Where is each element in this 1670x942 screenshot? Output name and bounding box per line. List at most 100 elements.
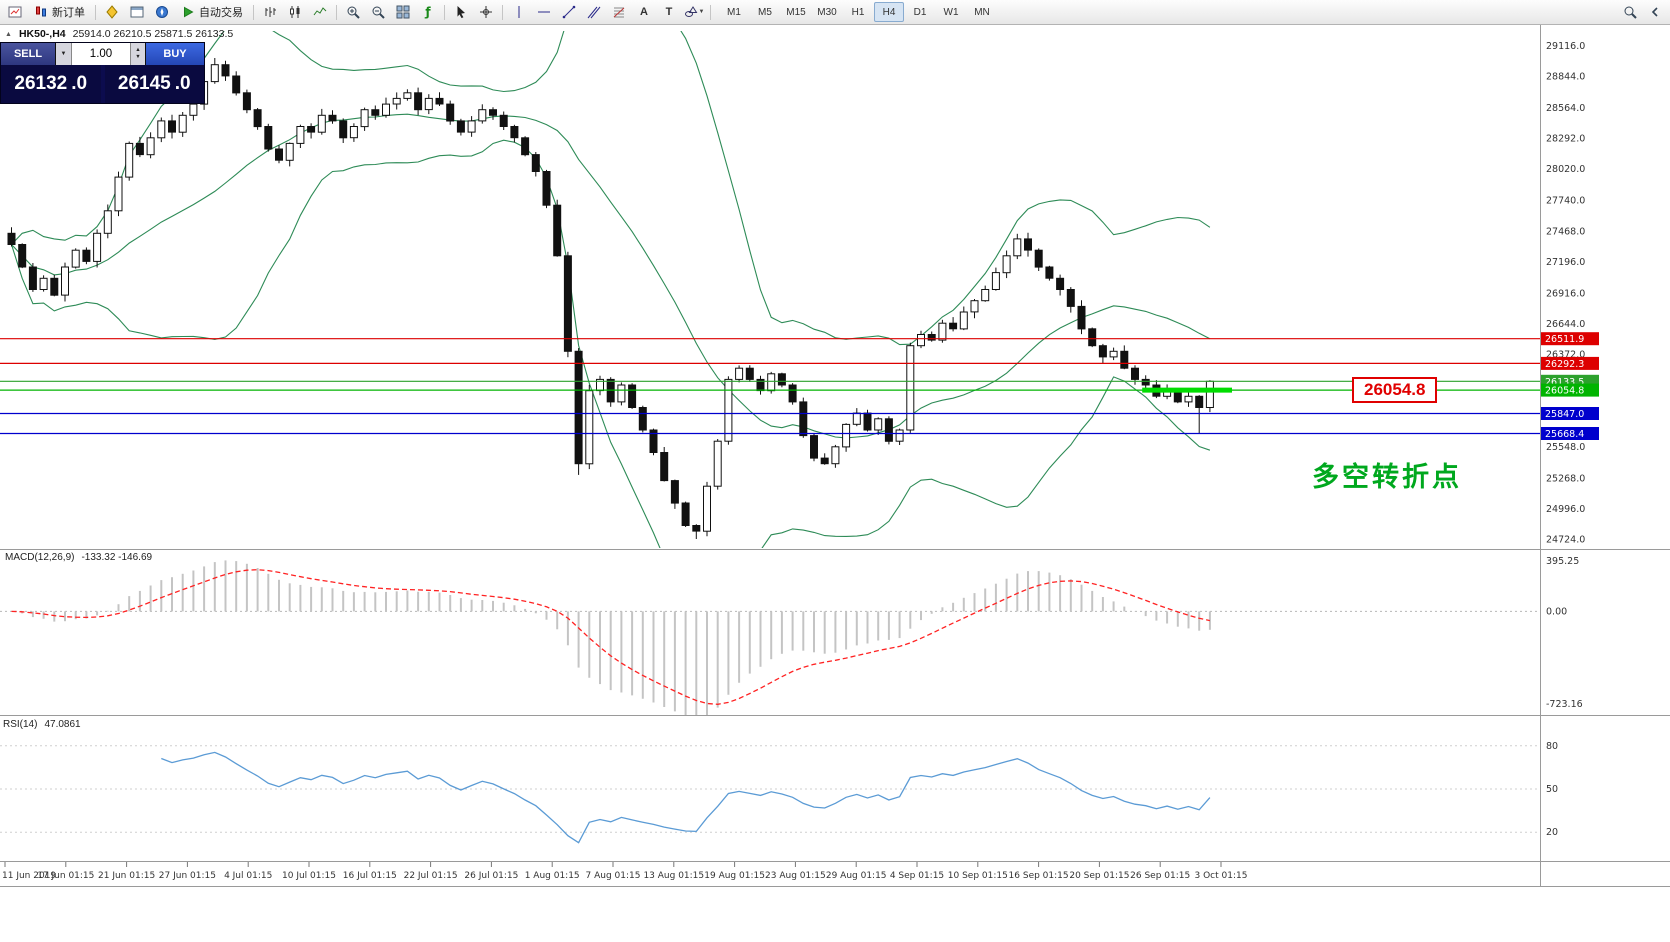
new-chart-button[interactable] (3, 1, 27, 23)
crosshair-button[interactable] (474, 1, 498, 23)
navigator-button[interactable] (150, 1, 174, 23)
buy-price-main: 26145 (117, 73, 171, 94)
autotrading-label: 自动交易 (199, 7, 243, 19)
search-button[interactable] (1618, 1, 1642, 23)
data-window-icon (130, 5, 144, 19)
svg-text:27 Jun 01:15: 27 Jun 01:15 (159, 871, 216, 881)
timeframe-button-mn[interactable]: MN (974, 6, 990, 18)
lot-stepper[interactable]: ▲ ▼ (130, 43, 146, 65)
svg-text:20: 20 (1546, 827, 1558, 838)
tile-windows-button[interactable] (391, 1, 415, 23)
symbol-name: HK50-,H4 (18, 28, 66, 40)
sell-price-frac: .0 (71, 73, 88, 94)
order-type-dropdown[interactable]: ▼ (56, 43, 72, 65)
buy-price-frac: .0 (174, 73, 191, 94)
svg-text:26292.3: 26292.3 (1545, 359, 1584, 370)
cursor-button[interactable] (449, 1, 473, 23)
timeframe-button-m5[interactable]: M5 (758, 6, 772, 18)
buy-button[interactable]: BUY (146, 43, 204, 65)
search-icon (1623, 5, 1637, 19)
toolbar-separator (502, 4, 503, 20)
bar-chart-button[interactable] (258, 1, 282, 23)
svg-text:16 Jul 01:15: 16 Jul 01:15 (343, 871, 397, 881)
sell-price-main: 26132 (14, 73, 68, 94)
collapse-quote-icon[interactable]: ▲ (5, 30, 12, 38)
svg-text:26511.9: 26511.9 (1545, 334, 1584, 345)
spin-down-icon[interactable]: ▼ (135, 54, 141, 60)
svg-text:26916.0: 26916.0 (1546, 288, 1585, 299)
svg-text:21 Jun 01:15: 21 Jun 01:15 (98, 871, 155, 881)
timeframe-button-w1[interactable]: W1 (943, 6, 959, 18)
tile-windows-icon (396, 5, 410, 19)
svg-text:16 Sep 01:15: 16 Sep 01:15 (1009, 871, 1069, 881)
timeframe-button-m15[interactable]: M15 (786, 6, 806, 18)
zoom-out-icon (371, 5, 385, 19)
svg-text:11 Jun 2019: 11 Jun 2019 (2, 871, 56, 881)
svg-text:20 Sep 01:15: 20 Sep 01:15 (1069, 871, 1129, 881)
toolbar-separator (710, 4, 711, 20)
new-order-button[interactable]: 新订单 (28, 1, 91, 23)
svg-text:24724.0: 24724.0 (1546, 535, 1585, 546)
line-chart-button[interactable] (308, 1, 332, 23)
svg-text:17 Jun 01:15: 17 Jun 01:15 (37, 871, 94, 881)
label-tool-button[interactable]: T (657, 1, 681, 23)
zoom-in-button[interactable] (341, 1, 365, 23)
new-order-icon (34, 5, 48, 19)
candle-chart-button[interactable] (283, 1, 307, 23)
svg-text:1 Aug 01:15: 1 Aug 01:15 (525, 871, 580, 881)
data-window-button[interactable] (125, 1, 149, 23)
indicators-button[interactable]: ƒ (416, 1, 440, 23)
svg-text:25268.0: 25268.0 (1546, 474, 1585, 485)
shapes-icon (684, 5, 698, 19)
chart-canvas[interactable]: 29116.0 28844.0 28564.0 28292.0 28020.0 27740… (0, 25, 1670, 942)
svg-text:80: 80 (1546, 741, 1558, 752)
svg-text:28292.0: 28292.0 (1546, 134, 1585, 145)
svg-text:28564.0: 28564.0 (1546, 103, 1585, 114)
trendline-icon (562, 5, 576, 19)
zoom-out-button[interactable] (366, 1, 390, 23)
new-order-label: 新订单 (52, 7, 85, 19)
fibonacci-tool-button[interactable] (607, 1, 631, 23)
turning-point-annotation: 多空转折点 (1312, 462, 1462, 492)
spin-up-icon[interactable]: ▲ (135, 47, 141, 54)
toolbar-separator (253, 4, 254, 20)
crosshair-icon (479, 5, 493, 19)
price-annotation-box[interactable]: 26054.8 (1352, 377, 1438, 403)
svg-text:19 Aug 01:15: 19 Aug 01:15 (704, 871, 765, 881)
svg-text:10 Jul 01:15: 10 Jul 01:15 (282, 871, 336, 881)
macd-values: -133.32 -146.69 (81, 552, 153, 563)
timeframe-button-d1[interactable]: D1 (913, 6, 927, 18)
market-watch-button[interactable] (100, 1, 124, 23)
timeframe-button-h1[interactable]: H1 (851, 6, 865, 18)
zoom-in-icon (346, 5, 360, 19)
sell-price[interactable]: 26132 .0 (1, 65, 101, 103)
autotrading-play-icon (181, 5, 195, 19)
new-chart-icon (8, 5, 22, 19)
channel-tool-button[interactable] (582, 1, 606, 23)
svg-text:28020.0: 28020.0 (1546, 164, 1585, 175)
text-tool-button[interactable]: A (632, 1, 656, 23)
svg-text:28844.0: 28844.0 (1546, 72, 1585, 83)
timeframe-button-m1[interactable]: M1 (727, 6, 741, 18)
svg-text:26 Jul 01:15: 26 Jul 01:15 (464, 871, 518, 881)
back-button[interactable] (1643, 1, 1667, 23)
buy-price[interactable]: 26145 .0 (105, 65, 205, 103)
main-toolbar: 新订单 自动交易 (0, 0, 1670, 25)
sell-button[interactable]: SELL (1, 43, 56, 65)
svg-text:3 Oct 01:15: 3 Oct 01:15 (1195, 871, 1248, 881)
horizontal-line-tool-button[interactable] (532, 1, 556, 23)
svg-text:0.00: 0.00 (1546, 606, 1567, 617)
lot-size-input[interactable]: 1.00 (72, 43, 130, 65)
chart-window: 29116.0 28844.0 28564.0 28292.0 28020.0 27740… (0, 25, 1670, 942)
svg-text:4 Jul 01:15: 4 Jul 01:15 (224, 871, 272, 881)
trendline-tool-button[interactable] (557, 1, 581, 23)
toolbar-separator (444, 4, 445, 20)
candle-chart-icon (288, 5, 302, 19)
svg-text:26372.0: 26372.0 (1546, 350, 1585, 361)
timeframe-button-m30[interactable]: M30 (817, 6, 837, 18)
vertical-line-tool-button[interactable] (507, 1, 531, 23)
shapes-tool-button[interactable]: ▼ (682, 1, 706, 23)
autotrading-button[interactable]: 自动交易 (175, 1, 249, 23)
text-tool-icon: A (640, 6, 648, 18)
timeframe-button-h4[interactable]: H4 (874, 2, 904, 22)
